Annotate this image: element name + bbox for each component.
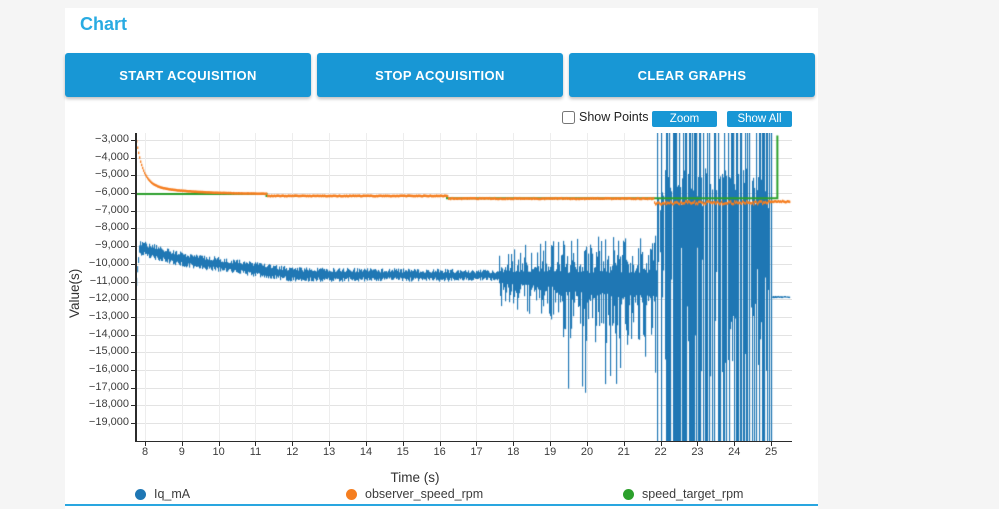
x-tick bbox=[402, 441, 404, 446]
y-tick bbox=[131, 246, 135, 248]
y-tick bbox=[131, 352, 135, 354]
x-tick-label: 10 bbox=[212, 446, 225, 458]
y-tick-label: −6,000 bbox=[95, 186, 129, 199]
y-tick bbox=[131, 263, 135, 265]
y-tick-label: −4,000 bbox=[95, 150, 129, 163]
x-tick-label: 16 bbox=[433, 446, 446, 458]
x-tick-label: 22 bbox=[654, 446, 667, 458]
x-tick-label: 14 bbox=[359, 446, 373, 458]
start-acquisition-button[interactable]: START ACQUISITION bbox=[65, 53, 311, 97]
y-tick bbox=[131, 405, 135, 407]
y-tick-label: −9,000 bbox=[95, 239, 129, 252]
x-tick bbox=[329, 441, 331, 446]
x-tick bbox=[771, 441, 773, 446]
x-axis-line bbox=[135, 440, 792, 442]
x-tick-label: 20 bbox=[580, 446, 594, 458]
y-axis-line bbox=[135, 133, 137, 442]
y-tick bbox=[131, 423, 135, 424]
y-tick bbox=[131, 193, 135, 195]
x-tick bbox=[218, 441, 220, 446]
x-tick bbox=[550, 441, 552, 446]
chart-canvas[interactable] bbox=[135, 133, 792, 441]
y-tick bbox=[131, 334, 135, 336]
x-tick bbox=[145, 441, 146, 446]
y-tick-label: −16,000 bbox=[88, 362, 129, 375]
legend-item-observer-speed[interactable]: observer_speed_rpm bbox=[346, 487, 483, 501]
x-tick bbox=[365, 441, 367, 446]
x-tick-label: 24 bbox=[728, 446, 741, 458]
legend-label: observer_speed_rpm bbox=[365, 487, 484, 501]
x-tick-label: 9 bbox=[178, 446, 185, 458]
y-tick bbox=[131, 281, 135, 283]
y-tick-label: −11,000 bbox=[89, 274, 129, 287]
stop-acquisition-button[interactable]: STOP ACQUISITION bbox=[317, 53, 563, 97]
y-tick-label: −18,000 bbox=[88, 398, 129, 411]
y-tick-label: −12,000 bbox=[88, 292, 129, 305]
x-tick-label: 23 bbox=[691, 446, 704, 458]
y-tick-label: −3,000 bbox=[95, 133, 129, 145]
x-tick-label: 18 bbox=[507, 446, 520, 458]
y-tick-label: −15,000 bbox=[88, 345, 129, 358]
x-tick bbox=[586, 441, 588, 446]
bottom-divider bbox=[65, 504, 818, 506]
y-tick bbox=[131, 369, 135, 371]
zoom-button[interactable]: Zoom bbox=[652, 111, 717, 127]
x-tick-label: 25 bbox=[764, 446, 778, 458]
clear-graphs-button[interactable]: CLEAR GRAPHS bbox=[569, 53, 815, 97]
x-axis-title: Time (s) bbox=[390, 470, 440, 485]
show-all-button[interactable]: Show All bbox=[727, 111, 792, 127]
x-tick-label: 13 bbox=[323, 446, 336, 458]
x-tick-label: 8 bbox=[141, 446, 149, 458]
x-tick-label: 19 bbox=[544, 446, 557, 458]
legend-dot-blue bbox=[135, 488, 146, 500]
legend-item-iq-ma[interactable]: Iq_mA bbox=[135, 487, 190, 501]
y-tick-label: −13,000 bbox=[88, 309, 129, 322]
y-tick bbox=[131, 387, 135, 389]
legend-dot-green bbox=[623, 488, 634, 500]
x-tick bbox=[476, 441, 478, 446]
show-points-label[interactable]: Show Points bbox=[579, 110, 649, 124]
x-tick-label: 21 bbox=[617, 446, 630, 458]
show-points-checkbox[interactable] bbox=[562, 110, 575, 124]
x-tick bbox=[623, 441, 625, 446]
x-tick bbox=[734, 441, 736, 446]
x-tick bbox=[513, 441, 515, 446]
y-tick-label: −7,000 bbox=[95, 203, 129, 216]
plot-area[interactable]: −3,000 −4,000 −5,000 −6,000 −7,000 −8,000 −9,0… bbox=[89, 133, 792, 485]
y-tick-label: −17,000 bbox=[88, 380, 129, 393]
page-title: Chart bbox=[80, 14, 128, 34]
x-tick bbox=[697, 441, 699, 446]
y-tick bbox=[131, 140, 135, 141]
x-tick-label: 12 bbox=[286, 446, 299, 458]
y-tick-label: −10,000 bbox=[88, 256, 129, 269]
y-tick-label: −14,000 bbox=[88, 327, 129, 340]
y-tick-label: −5,000 bbox=[95, 168, 129, 181]
show-points-control[interactable]: Show Points bbox=[562, 110, 648, 124]
legend-dot-orange bbox=[346, 488, 357, 500]
x-tick-label: 11 bbox=[249, 446, 262, 458]
legend-label: speed_target_rpm bbox=[642, 487, 744, 501]
y-tick bbox=[131, 157, 135, 159]
y-tick bbox=[131, 210, 135, 212]
legend-label: Iq_mA bbox=[154, 487, 191, 501]
x-tick bbox=[181, 441, 183, 446]
x-tick-label: 15 bbox=[396, 446, 409, 458]
y-tick-label: −19,000 bbox=[88, 416, 129, 428]
y-tick bbox=[131, 316, 135, 318]
x-tick bbox=[439, 441, 441, 446]
chart-panel: Chart START ACQUISITION STOP ACQUISITION… bbox=[65, 8, 818, 509]
y-tick bbox=[131, 228, 135, 230]
x-tick bbox=[292, 441, 294, 446]
x-tick bbox=[660, 441, 662, 446]
y-tick bbox=[131, 175, 135, 177]
y-tick-label: −8,000 bbox=[95, 221, 129, 234]
x-tick bbox=[255, 441, 257, 446]
legend-item-speed-target[interactable]: speed_target_rpm bbox=[623, 487, 743, 501]
y-tick bbox=[131, 299, 135, 301]
x-tick-label: 17 bbox=[470, 446, 483, 458]
